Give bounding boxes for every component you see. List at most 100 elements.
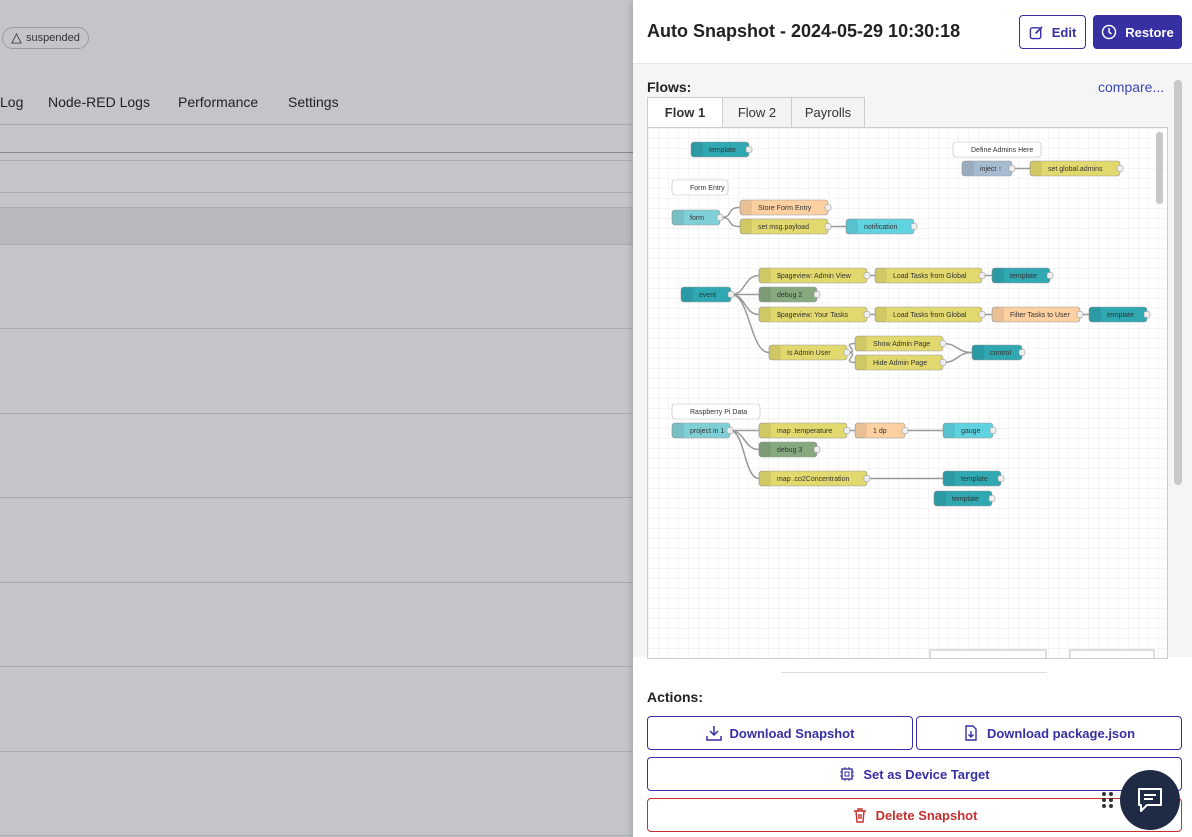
node-icon [943, 471, 955, 486]
node-label: event [699, 292, 716, 299]
node-port [988, 495, 996, 502]
node-icon [992, 268, 1004, 283]
node-icon [759, 423, 771, 438]
node-port [843, 427, 851, 434]
drag-handle [1102, 792, 1113, 808]
node-port [989, 427, 997, 434]
node-label: template [961, 476, 988, 483]
table-header [0, 207, 633, 244]
chat-icon [1138, 788, 1162, 812]
status-badge: suspended [2, 27, 89, 49]
button-label: Set as Device Target [863, 766, 990, 782]
node-port [978, 272, 986, 279]
flow-canvas: template Define Admins Here inject ↑ set gl… [647, 127, 1168, 659]
edit-button[interactable]: Edit [1019, 15, 1086, 49]
node-label: Show Admin Page [873, 341, 930, 348]
node-label: template [1010, 273, 1037, 280]
node-icon [691, 142, 703, 157]
node-port [939, 359, 947, 366]
node-label: Load Tasks from Global [893, 273, 967, 280]
node-icon [740, 200, 752, 215]
wire [730, 293, 770, 354]
node-icon [759, 442, 771, 457]
node-label: set global.admins [1048, 166, 1103, 173]
node-port [843, 349, 851, 356]
tab[interactable]: Log [0, 94, 24, 110]
flow-node [952, 141, 1042, 158]
delete-button[interactable]: Delete Snapshot [647, 798, 1182, 832]
node-label: Form Entry [690, 185, 725, 192]
restore-button[interactable]: Restore [1093, 15, 1182, 49]
node-label: template [1107, 312, 1134, 319]
node-port [978, 311, 986, 318]
node-icon [943, 423, 955, 438]
node-port [813, 291, 821, 298]
node-label: template [952, 496, 979, 503]
node-icon [846, 219, 858, 234]
node-icon [681, 287, 693, 302]
node-icon [934, 491, 946, 506]
flow-tab[interactable]: Payrolls [791, 97, 865, 128]
node-icon [875, 268, 887, 283]
node-label: map .temperature [777, 428, 832, 435]
node-port [813, 446, 821, 453]
node-label: $pageview: Admin View [777, 273, 852, 280]
file-icon [965, 725, 977, 741]
node-port [1143, 311, 1151, 318]
chip-icon [840, 767, 855, 781]
node-port [1116, 165, 1124, 172]
warning-icon [11, 32, 22, 44]
status-text: suspended [26, 32, 80, 44]
node-icon [672, 423, 684, 438]
node-port [1076, 311, 1084, 318]
node-icon [759, 287, 771, 302]
node-label: template [709, 147, 736, 154]
node-icon [672, 210, 684, 225]
node-port [901, 427, 909, 434]
node-label: debug 3 [777, 447, 802, 454]
node-port [863, 311, 871, 318]
actions-label: Actions: [647, 689, 703, 705]
node-port [939, 340, 947, 347]
node-port [727, 291, 735, 298]
node-icon [759, 268, 771, 283]
download-icon [705, 726, 722, 741]
node-icon [972, 345, 984, 360]
node-icon [740, 219, 752, 234]
edit-icon [1029, 25, 1043, 39]
button-label: Delete Snapshot [875, 807, 978, 823]
download-snapshot-button[interactable]: Download Snapshot [647, 716, 913, 750]
node-icon [855, 423, 867, 438]
set-target-button[interactable]: Set as Device Target [647, 757, 1182, 791]
node-label: gauge [961, 428, 981, 435]
scrollbar [1174, 80, 1182, 485]
download-package-button[interactable]: Download package.json [916, 716, 1182, 750]
edit-label: Edit [1051, 24, 1077, 40]
wire [942, 351, 973, 364]
node-label: form [690, 215, 704, 222]
snapshot-panel: Auto Snapshot - 2024-05-29 10:30:18 Edit… [633, 0, 1192, 837]
flow-tab[interactable]: Flow 2 [722, 97, 792, 128]
chat-button[interactable] [1120, 770, 1180, 830]
node-port [1046, 272, 1054, 279]
node-icon [769, 345, 781, 360]
node-label: debug 2 [777, 292, 802, 299]
node-port [824, 204, 832, 211]
node-port [1018, 349, 1026, 356]
flow-tab[interactable]: Flow 1 [647, 97, 723, 128]
node-icon [759, 307, 771, 322]
node-port [824, 223, 832, 230]
wire [729, 429, 760, 480]
node-icon [855, 336, 867, 351]
node-icon [855, 355, 867, 370]
node-icon [962, 161, 974, 176]
tab[interactable]: Performance [178, 94, 259, 110]
node-icon [1089, 307, 1101, 322]
node-label: notification [864, 224, 898, 231]
tab[interactable]: Settings [288, 94, 339, 110]
tab[interactable]: Node-RED Logs [48, 94, 150, 110]
node-label: Filter Tasks to User [1010, 312, 1070, 319]
node-label: control [990, 350, 1011, 357]
compare-link[interactable]: compare... [1098, 79, 1165, 95]
